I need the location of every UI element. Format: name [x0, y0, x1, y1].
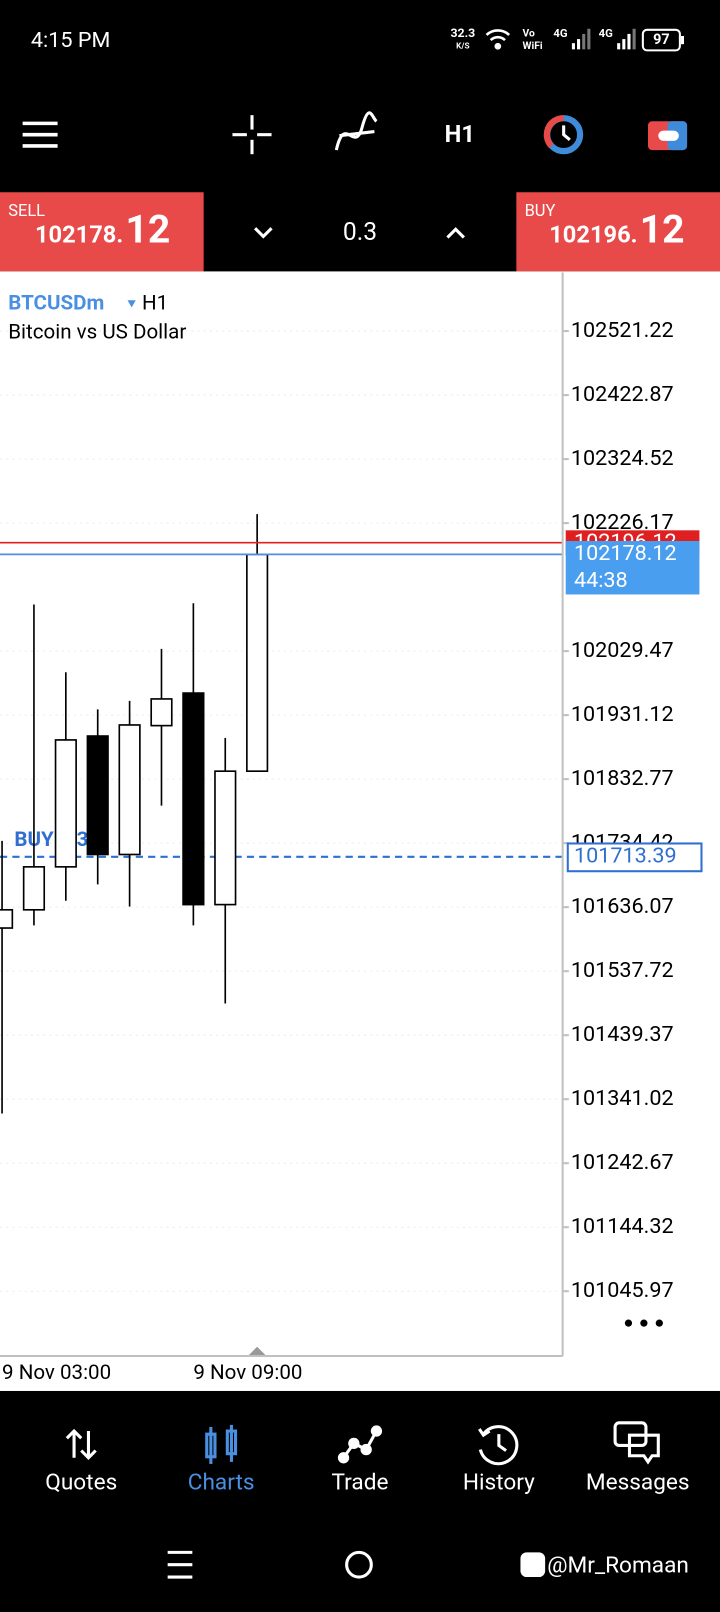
battery [641, 28, 681, 52]
position-label: BUY 0.3 [14, 828, 88, 852]
y-tick-label: 101636.07 [571, 894, 674, 919]
status-time: 4:15 PM [31, 28, 110, 53]
buy-price-frac: 12 [640, 207, 685, 253]
candle-body-up [54, 739, 77, 868]
bid-label: 102178.12 [574, 541, 677, 566]
bid-label-bg [565, 541, 700, 595]
y-tick-label: 102521.22 [571, 318, 674, 343]
candle-body-up [118, 724, 141, 856]
buy-price-main: 102196. [549, 221, 637, 249]
y-tick-label: 102029.47 [571, 638, 674, 663]
charts-icon[interactable] [205, 1424, 238, 1464]
y-tick-label: 101832.77 [571, 766, 674, 791]
history-icon[interactable] [478, 1425, 519, 1466]
messages-icon[interactable] [613, 1421, 660, 1465]
timeframe-button[interactable]: H1 [445, 120, 475, 148]
system-recents[interactable] [167, 1550, 193, 1579]
y-tick-label: 101242.67 [571, 1150, 674, 1175]
lot-decrease[interactable] [253, 227, 273, 239]
y-tick-label: 102422.87 [571, 382, 674, 407]
x-tick-label: 9 Nov 09:00 [193, 1361, 302, 1385]
buy-button[interactable] [516, 192, 720, 272]
candle-body-down [182, 692, 205, 906]
y-tick-label: 101439.37 [571, 1022, 674, 1047]
network-1: 4G [553, 27, 567, 40]
wifi-icon [485, 29, 511, 50]
bottom-nav: Quotes Charts Trade History Messages [45, 1468, 689, 1495]
nav-label[interactable]: Messages [586, 1468, 690, 1495]
sell-price-main: 102178. [35, 221, 123, 249]
lot-size[interactable]: 0.3 [343, 218, 377, 247]
watermark-icon [520, 1552, 546, 1578]
x-tick-label: 9 Nov 03:00 [2, 1361, 111, 1385]
candle-body-up [214, 770, 237, 906]
y-tick-label: 101045.97 [571, 1278, 674, 1303]
trade-icon[interactable] [337, 1425, 383, 1464]
nav-label[interactable]: Quotes [45, 1468, 117, 1495]
candle-body-up [246, 553, 269, 773]
scroll-marker [248, 1346, 266, 1355]
quotes-icon[interactable] [65, 1428, 97, 1460]
menu-button[interactable] [22, 121, 58, 148]
sell-label: SELL [8, 202, 45, 221]
candle-body-down [86, 735, 109, 856]
watermark: @Mr_Romaan [547, 1552, 689, 1579]
symbol-description: Bitcoin vs US Dollar [8, 321, 186, 345]
battery-level: 97 [653, 31, 670, 48]
plot [0, 514, 563, 1114]
y-tick-label: 101537.72 [571, 958, 674, 983]
sell-button[interactable] [0, 192, 204, 272]
trade-history-button[interactable] [543, 115, 584, 155]
position-price: 101713.39 [574, 844, 677, 869]
countdown: 44:38 [574, 568, 628, 593]
symbol[interactable]: BTCUSDm [8, 292, 104, 316]
buy-label: BUY [525, 202, 556, 221]
one-click-button[interactable] [648, 121, 688, 151]
nav-label[interactable]: Trade [332, 1468, 389, 1495]
battery-tip [680, 35, 684, 45]
net-speed-unit: K/S [456, 41, 469, 51]
system-home[interactable] [345, 1550, 373, 1579]
candle-body-up [0, 908, 14, 929]
y-tick-label: 102324.52 [571, 446, 674, 471]
indicators-button[interactable] [334, 111, 378, 151]
chart-timeframe: H1 [142, 292, 168, 316]
price-axis: 102521.22102422.87102324.52102226.171020… [2, 318, 703, 1385]
more-button[interactable] [624, 1319, 663, 1327]
candle-body-up [22, 866, 46, 911]
position-label-bg [566, 842, 703, 873]
y-tick-label: 101341.02 [571, 1086, 674, 1111]
network-2: 4G [599, 27, 613, 40]
sell-price-frac: 12 [125, 207, 170, 253]
volte-top: Vo [523, 27, 535, 40]
nav-label[interactable]: History [463, 1468, 535, 1495]
signal-2 [617, 28, 636, 50]
lot-increase[interactable] [446, 227, 465, 239]
symbol-dropdown[interactable] [127, 300, 136, 308]
candle-body-up [150, 698, 173, 727]
crosshair-button[interactable] [232, 115, 272, 155]
net-speed: 32.3 [450, 27, 475, 41]
y-tick-label: 101144.32 [571, 1214, 674, 1239]
y-tick-label: 101931.12 [571, 702, 674, 727]
signal-1 [571, 28, 591, 50]
volte-bottom: WiFi [523, 39, 543, 52]
nav-label[interactable]: Charts [188, 1468, 255, 1495]
